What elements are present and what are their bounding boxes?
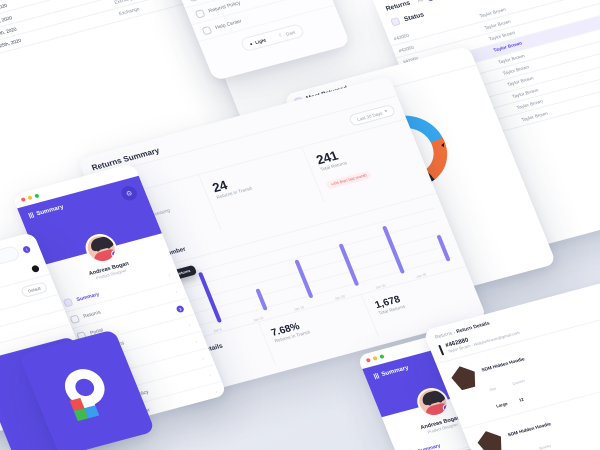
product-image bbox=[446, 361, 481, 392]
moon-icon: ☾ bbox=[278, 32, 284, 38]
menu-item-icon bbox=[201, 25, 213, 35]
brand-label: Summary bbox=[380, 365, 410, 378]
menu-item-icon bbox=[187, 0, 199, 2]
size-key: Size bbox=[488, 386, 497, 392]
returns-title: Returns bbox=[384, 0, 412, 13]
minimize-dot-icon[interactable] bbox=[27, 195, 33, 201]
qty-key: Quantity bbox=[511, 378, 526, 386]
color-swatch[interactable] bbox=[30, 264, 41, 273]
sun-icon: ● bbox=[248, 40, 254, 47]
qty-value: 12 bbox=[518, 396, 525, 403]
brand-label: Summary bbox=[35, 204, 65, 218]
logout-button[interactable]: ● Logout bbox=[153, 414, 190, 428]
menu-item-icon bbox=[69, 314, 81, 324]
tab-count-badge: 4 bbox=[425, 0, 435, 2]
avatar bbox=[80, 230, 121, 267]
status-icon bbox=[390, 16, 401, 27]
menu-icon: ||| bbox=[27, 212, 36, 220]
theme-toggle[interactable]: ● Light ☾ Dark bbox=[239, 23, 306, 53]
menu-item-icon bbox=[62, 297, 74, 307]
stat-badge: +4% than last month bbox=[325, 170, 372, 190]
tab-all-label[interactable]: All bbox=[416, 0, 424, 4]
minimize-dot-icon[interactable] bbox=[372, 356, 378, 361]
breadcrumb-parent[interactable]: Returns bbox=[434, 330, 454, 341]
product-image bbox=[472, 426, 507, 450]
reset-default-button[interactable]: Default bbox=[20, 281, 49, 298]
menu-icon: ||| bbox=[372, 373, 381, 380]
maximize-dot-icon[interactable] bbox=[34, 193, 40, 199]
chart-bar[interactable] bbox=[294, 259, 314, 299]
chart-bar[interactable] bbox=[197, 271, 223, 323]
power-icon: ● bbox=[161, 423, 166, 428]
maximize-dot-icon[interactable] bbox=[379, 354, 385, 359]
chart-bar[interactable] bbox=[436, 234, 451, 262]
theme-dark-option[interactable]: ☾ Dark bbox=[278, 29, 296, 38]
chart-bar[interactable] bbox=[255, 288, 268, 311]
sidebar-item-badge: 3 bbox=[175, 304, 185, 314]
chart-bar[interactable] bbox=[338, 243, 360, 287]
chart-bar[interactable] bbox=[382, 225, 406, 274]
menu-item-icon bbox=[194, 8, 206, 19]
settings-badge: i bbox=[21, 245, 32, 254]
brand-logo-icon bbox=[53, 363, 120, 422]
size-value: Large bbox=[495, 401, 509, 409]
theme-light-option[interactable]: ● Light bbox=[240, 32, 275, 52]
status-label: Status bbox=[402, 10, 425, 23]
close-dot-icon[interactable] bbox=[20, 197, 26, 202]
qty-key: Quantity bbox=[537, 443, 552, 450]
close-dot-icon[interactable] bbox=[365, 357, 372, 363]
